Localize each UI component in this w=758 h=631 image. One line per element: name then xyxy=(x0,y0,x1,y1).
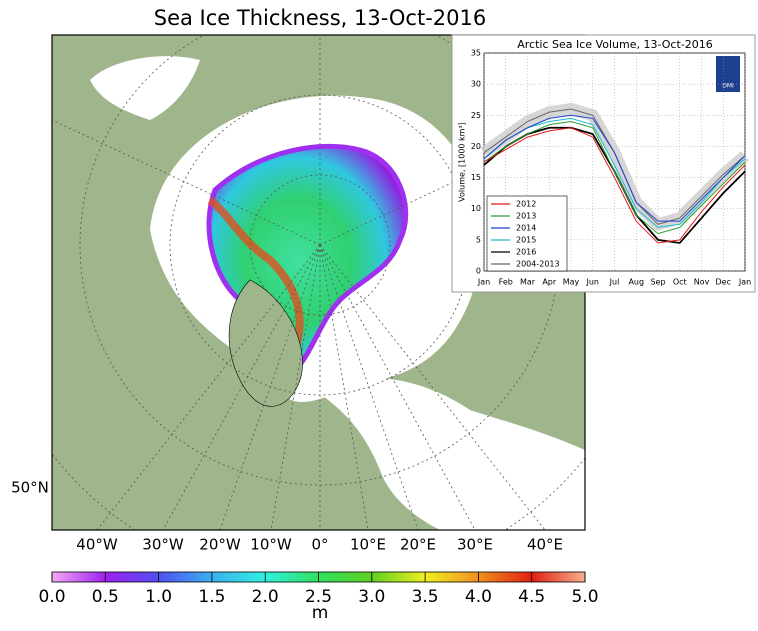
lon-label: 20°E xyxy=(400,536,436,554)
colorbar-tick-label: 4.0 xyxy=(465,587,492,607)
x-tick-label: Dec xyxy=(716,278,731,287)
x-tick-label: Sep xyxy=(650,278,665,287)
colorbar-tick-label: 3.5 xyxy=(412,587,439,607)
x-tick-label: Aug xyxy=(628,278,644,287)
thick-ice xyxy=(207,196,304,352)
dmi-logo xyxy=(716,56,740,92)
y-tick-label: 25 xyxy=(471,111,481,120)
x-tick-label: Jan xyxy=(738,278,751,287)
y-tick-label: 0 xyxy=(476,267,481,276)
x-tick-label: Jun xyxy=(586,278,600,287)
graticule xyxy=(52,35,585,530)
x-tick-label: Apr xyxy=(542,278,557,287)
colorbar-tick-label: 0.0 xyxy=(38,587,65,607)
ocean xyxy=(300,378,585,530)
y-tick-label: 15 xyxy=(471,173,481,182)
y-tick-label: 20 xyxy=(471,142,481,151)
colorbar-tick-label: 1.0 xyxy=(145,587,172,607)
lon-labels: 40°W 30°W 20°W 10°W 0° 10°E 20°E 30°E 40°E xyxy=(76,536,563,554)
colorbar-label: m xyxy=(312,603,329,623)
series-line xyxy=(483,114,746,222)
colorbar-tick-label: 1.5 xyxy=(198,587,225,607)
lon-label: 30°W xyxy=(142,536,184,554)
y-axis-label: Volume, [1000 km³] xyxy=(458,122,467,202)
x-tick-label: Feb xyxy=(499,278,513,287)
colorbar-ticks: 0.0 0.5 1.0 1.5 2.0 2.5 3.0 3.5 4.0 4.5 5.0 xyxy=(38,572,599,607)
lon-label: 20°W xyxy=(199,536,241,554)
x-tick-label: Nov xyxy=(694,278,710,287)
greenland xyxy=(228,279,303,407)
legend-label: 2012 xyxy=(516,200,536,209)
legend-label: 2015 xyxy=(516,236,536,245)
y-tick-label: 35 xyxy=(471,49,481,58)
colorbar-tick-label: 5.0 xyxy=(571,587,598,607)
map-title: Sea Ice Thickness, 13-Oct-2016 xyxy=(154,6,486,30)
x-tick-label: May xyxy=(563,278,580,287)
x-tick-label: Oct xyxy=(673,278,687,287)
x-tick-label: Mar xyxy=(520,278,536,287)
ocean xyxy=(90,56,200,120)
inset-plot: 0 5 10 15 20 25 30 35 Jan Feb Mar Apr May Jun Jul Aug Se… xyxy=(471,49,751,287)
lon-label: 10°W xyxy=(250,536,292,554)
y-tick-label: 30 xyxy=(471,80,481,89)
series-line xyxy=(483,121,746,235)
lon-label: 40°W xyxy=(76,536,118,554)
legend xyxy=(486,195,568,272)
y-tick-label: 5 xyxy=(476,235,481,244)
lon-label: 40°E xyxy=(527,536,563,554)
legend-label: 2004-2013 xyxy=(516,260,560,269)
legend-label: 2016 xyxy=(516,248,536,257)
inset-title: Arctic Sea Ice Volume, 13-Oct-2016 xyxy=(517,38,712,51)
lon-label: 30°E xyxy=(457,536,493,554)
colorbar-tick-label: 0.5 xyxy=(92,587,119,607)
colorbar-tick-label: 3.0 xyxy=(358,587,385,607)
x-tick-label: Jul xyxy=(609,278,620,287)
lat-label: 50°N xyxy=(11,479,49,497)
x-tick-label: Jan xyxy=(477,278,490,287)
series-line xyxy=(483,127,746,244)
colorbar-tick-label: 4.5 xyxy=(518,587,545,607)
colorbar-tick-label: 2.5 xyxy=(305,587,332,607)
legend-label: 2014 xyxy=(516,224,536,233)
colorbar-tick-label: 2.0 xyxy=(252,587,279,607)
dmi-text: DMI xyxy=(722,83,734,90)
lon-label: 0° xyxy=(311,536,328,554)
lon-label: 10°E xyxy=(350,536,386,554)
legend-label: 2013 xyxy=(516,212,536,221)
y-tick-label: 10 xyxy=(471,204,481,213)
